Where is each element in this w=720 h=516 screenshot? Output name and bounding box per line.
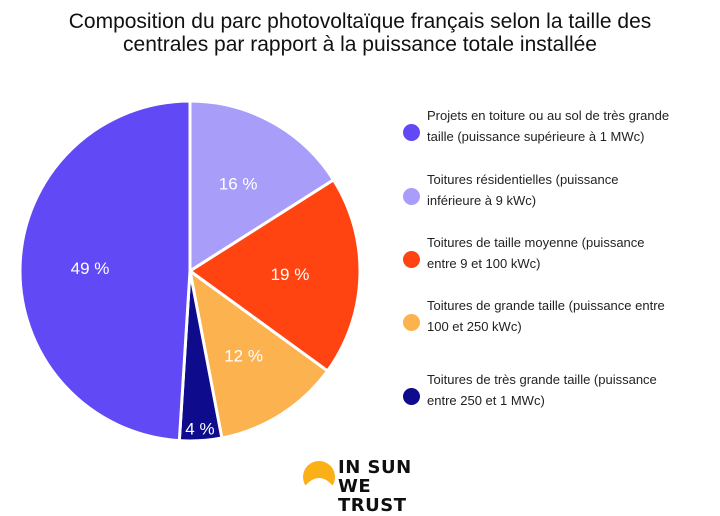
pie-slice-4 <box>18 99 192 443</box>
legend-label-line-1: Toitures de très grande taille (puissanc… <box>427 372 657 387</box>
logo-line-2: WE TRUST <box>338 476 407 516</box>
legend-label-line-1: Toitures de grande taille (puissance ent… <box>427 298 665 313</box>
legend-swatch <box>403 388 420 405</box>
legend-swatch <box>403 124 420 141</box>
legend-label-line-1: Toitures de taille moyenne (puissance <box>427 235 645 250</box>
legend-label-line-2: taille (puissance supérieure à 1 MWc) <box>427 129 645 144</box>
pie-slice-label-0: 16 % <box>219 174 258 193</box>
legend-label-line-1: Toitures résidentielles (puissance <box>427 172 619 187</box>
pie-slice-label-2: 12 % <box>224 346 263 365</box>
legend-label-line-1: Projets en toiture ou au sol de très gra… <box>427 108 670 123</box>
chart-title-line-1: Composition du parc photovoltaïque franç… <box>68 10 652 33</box>
legend-swatch <box>403 314 420 331</box>
pie-slice-label-1: 19 % <box>271 265 310 284</box>
legend-label-line-2: 100 et 250 kWc) <box>427 319 522 334</box>
legend-swatch <box>403 251 420 268</box>
pie-slice-label-3: 4 % <box>185 420 214 439</box>
legend-label-line-2: inférieure à 9 kWc) <box>427 193 537 208</box>
pie-slice-label-4: 49 % <box>71 259 110 278</box>
legend-label-line-2: entre 250 et 1 MWc) <box>427 393 545 408</box>
logo-line-1: IN SUN <box>338 457 412 478</box>
pie-slice-1 <box>188 178 362 373</box>
logo-wordmark: IN SUN WE TRUST <box>338 458 442 515</box>
sun-icon <box>303 461 335 494</box>
pie-chart: 16 % 19 % 12 % 4 % 49 % <box>18 99 362 443</box>
legend-label-line-2: entre 9 et 100 kWc) <box>427 256 541 271</box>
chart-title-line-2: centrales par rapport à la puissance tot… <box>123 33 597 56</box>
legend-swatch <box>403 188 420 205</box>
pie-slice-0 <box>188 99 336 273</box>
in-sun-we-trust-logo: IN SUN WE TRUST <box>302 458 442 515</box>
chart-title: Composition du parc photovoltaïque franç… <box>0 10 720 56</box>
pie-slice-2 <box>188 269 330 440</box>
